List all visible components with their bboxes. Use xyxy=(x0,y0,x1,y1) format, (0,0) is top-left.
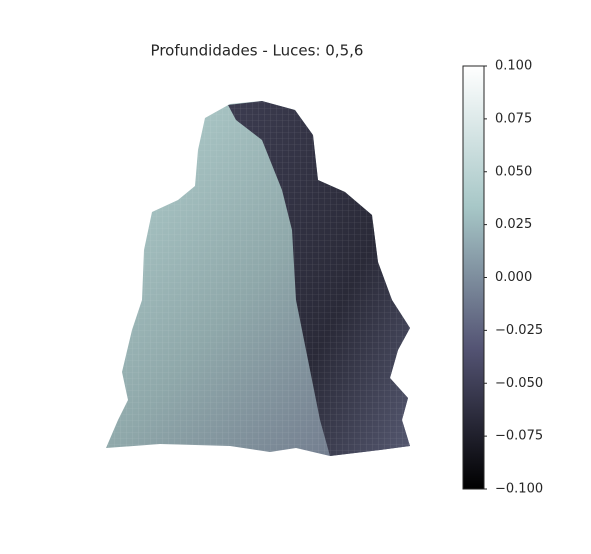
colorbar-tick-label: −0.075 xyxy=(495,429,543,444)
surface xyxy=(106,101,410,456)
colorbar-tick-label: −0.050 xyxy=(495,376,543,391)
colorbar-tick-label: 0.050 xyxy=(495,164,532,179)
colorbar-tick-label: 0.000 xyxy=(495,270,532,285)
chart-title: Profundidades - Luces: 0,5,6 xyxy=(151,42,364,60)
colorbar-tick-label: 0.100 xyxy=(495,59,532,74)
surface-mesh xyxy=(106,101,410,456)
colorbar-tick-label: −0.025 xyxy=(495,323,543,338)
colorbar-tick-label: 0.025 xyxy=(495,217,532,232)
colorbar xyxy=(462,65,485,490)
colorbar-tick-label: 0.075 xyxy=(495,111,532,126)
colorbar-tick-label: −0.100 xyxy=(495,482,543,497)
